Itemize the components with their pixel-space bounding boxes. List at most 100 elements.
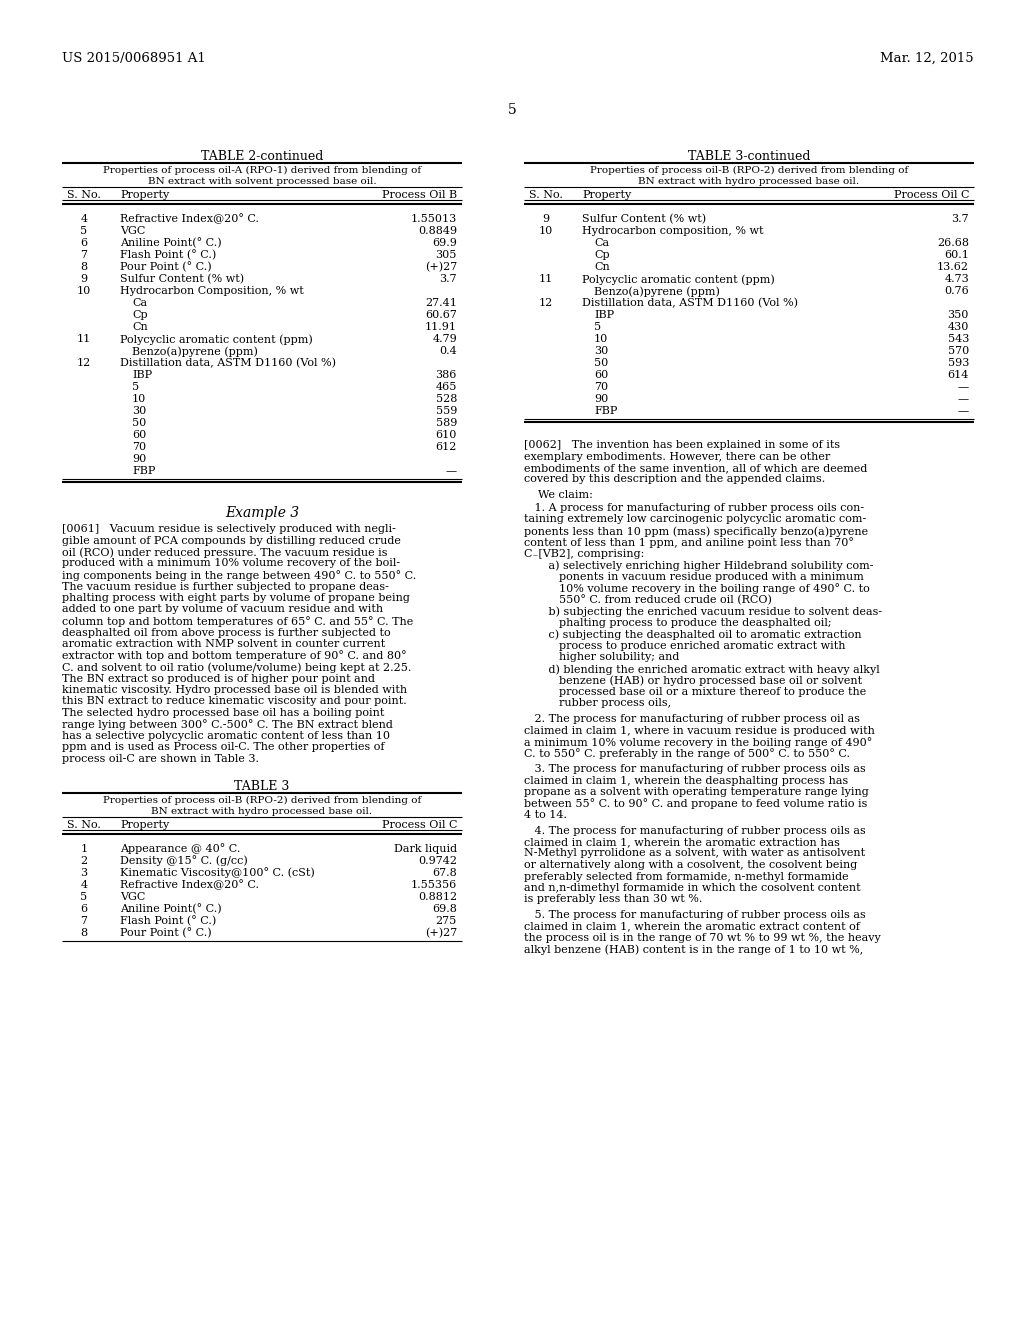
Text: 550° C. from reduced crude oil (RCO): 550° C. from reduced crude oil (RCO)	[538, 595, 772, 606]
Text: Ca: Ca	[132, 298, 147, 308]
Text: C₋[VB2], comprising:: C₋[VB2], comprising:	[524, 549, 644, 558]
Text: 10% volume recovery in the boiling range of 490° C. to: 10% volume recovery in the boiling range…	[538, 583, 869, 594]
Text: 50: 50	[132, 418, 146, 428]
Text: 1. A process for manufacturing of rubber process oils con-: 1. A process for manufacturing of rubber…	[524, 503, 864, 513]
Text: ing components being in the range between 490° C. to 550° C.: ing components being in the range betwee…	[62, 570, 416, 581]
Text: d) blending the enriched aromatic extract with heavy alkyl: d) blending the enriched aromatic extrac…	[538, 664, 880, 675]
Text: Mar. 12, 2015: Mar. 12, 2015	[881, 51, 974, 65]
Text: 3. The process for manufacturing of rubber process oils as: 3. The process for manufacturing of rubb…	[524, 764, 865, 774]
Text: 528: 528	[435, 393, 457, 404]
Text: produced with a minimum 10% volume recovery of the boil-: produced with a minimum 10% volume recov…	[62, 558, 400, 569]
Text: BN extract with hydro processed base oil.: BN extract with hydro processed base oil…	[638, 177, 859, 186]
Text: 69.9: 69.9	[432, 238, 457, 248]
Text: 90: 90	[132, 454, 146, 465]
Text: 13.62: 13.62	[937, 261, 969, 272]
Text: 543: 543	[947, 334, 969, 345]
Text: claimed in claim 1, wherein the aromatic extract content of: claimed in claim 1, wherein the aromatic…	[524, 921, 860, 932]
Text: between 55° C. to 90° C. and propane to feed volume ratio is: between 55° C. to 90° C. and propane to …	[524, 799, 867, 809]
Text: Flash Point (° C.): Flash Point (° C.)	[120, 916, 216, 927]
Text: claimed in claim 1, wherein the aromatic extraction has: claimed in claim 1, wherein the aromatic…	[524, 837, 840, 847]
Text: 3.7: 3.7	[439, 275, 457, 284]
Text: a) selectively enriching higher Hildebrand solubility com-: a) selectively enriching higher Hildebra…	[538, 561, 873, 572]
Text: ponents less than 10 ppm (mass) specifically benzo(a)pyrene: ponents less than 10 ppm (mass) specific…	[524, 525, 868, 536]
Text: Cp: Cp	[594, 249, 609, 260]
Text: Example 3: Example 3	[225, 506, 299, 520]
Text: gible amount of PCA compounds by distilling reduced crude: gible amount of PCA compounds by distill…	[62, 536, 400, 545]
Text: —: —	[445, 466, 457, 477]
Text: 5: 5	[81, 226, 88, 236]
Text: Refractive Index@20° C.: Refractive Index@20° C.	[120, 214, 259, 224]
Text: a minimum 10% volume recovery in the boiling range of 490°: a minimum 10% volume recovery in the boi…	[524, 737, 872, 748]
Text: 9: 9	[543, 214, 550, 224]
Text: 465: 465	[435, 381, 457, 392]
Text: taining extremely low carcinogenic polycyclic aromatic com-: taining extremely low carcinogenic polyc…	[524, 515, 866, 524]
Text: process to produce enriched aromatic extract with: process to produce enriched aromatic ext…	[538, 642, 846, 651]
Text: claimed in claim 1, where in vacuum residue is produced with: claimed in claim 1, where in vacuum resi…	[524, 726, 874, 735]
Text: BN extract with hydro processed base oil.: BN extract with hydro processed base oil…	[152, 807, 373, 816]
Text: 9: 9	[81, 275, 88, 284]
Text: Refractive Index@20° C.: Refractive Index@20° C.	[120, 879, 259, 890]
Text: Ca: Ca	[594, 238, 609, 248]
Text: content of less than 1 ppm, and aniline point less than 70°: content of less than 1 ppm, and aniline …	[524, 537, 854, 548]
Text: exemplary embodiments. However, there can be other: exemplary embodiments. However, there ca…	[524, 451, 830, 462]
Text: process oil-C are shown in Table 3.: process oil-C are shown in Table 3.	[62, 754, 259, 764]
Text: Sulfur Content (% wt): Sulfur Content (% wt)	[120, 275, 244, 284]
Text: 60: 60	[594, 370, 608, 380]
Text: 60: 60	[132, 430, 146, 440]
Text: The vacuum residue is further subjected to propane deas-: The vacuum residue is further subjected …	[62, 582, 389, 591]
Text: VGC: VGC	[120, 891, 145, 902]
Text: 570: 570	[948, 346, 969, 356]
Text: Density @15° C. (g/cc): Density @15° C. (g/cc)	[120, 855, 248, 866]
Text: Benzo(a)pyrene (ppm): Benzo(a)pyrene (ppm)	[132, 346, 258, 356]
Text: 5: 5	[132, 381, 139, 392]
Text: Polycyclic aromatic content (ppm): Polycyclic aromatic content (ppm)	[582, 275, 775, 285]
Text: 612: 612	[435, 442, 457, 451]
Text: Property: Property	[582, 190, 631, 201]
Text: IBP: IBP	[132, 370, 153, 380]
Text: and n,n-dimethyl formamide in which the cosolvent content: and n,n-dimethyl formamide in which the …	[524, 883, 860, 894]
Text: [0061]   Vacuum residue is selectively produced with negli-: [0061] Vacuum residue is selectively pro…	[62, 524, 396, 535]
Text: Process Oil B: Process Oil B	[382, 190, 457, 201]
Text: C. and solvent to oil ratio (volume/volume) being kept at 2.25.: C. and solvent to oil ratio (volume/volu…	[62, 663, 412, 673]
Text: 2. The process for manufacturing of rubber process oil as: 2. The process for manufacturing of rubb…	[524, 714, 860, 723]
Text: Distillation data, ASTM D1160 (Vol %): Distillation data, ASTM D1160 (Vol %)	[120, 358, 336, 368]
Text: 0.8849: 0.8849	[418, 226, 457, 236]
Text: N-Methyl pyrrolidone as a solvent, with water as antisolvent: N-Methyl pyrrolidone as a solvent, with …	[524, 849, 865, 858]
Text: 50: 50	[594, 358, 608, 368]
Text: 10: 10	[594, 334, 608, 345]
Text: 8: 8	[81, 928, 88, 937]
Text: higher solubility; and: higher solubility; and	[538, 652, 679, 663]
Text: S. No.: S. No.	[529, 190, 563, 201]
Text: 6: 6	[81, 238, 88, 248]
Text: extractor with top and bottom temperature of 90° C. and 80°: extractor with top and bottom temperatur…	[62, 651, 407, 661]
Text: 4 to 14.: 4 to 14.	[524, 810, 567, 820]
Text: VGC: VGC	[120, 226, 145, 236]
Text: S. No.: S. No.	[67, 190, 101, 201]
Text: 0.9742: 0.9742	[418, 855, 457, 866]
Text: —: —	[957, 393, 969, 404]
Text: 0.4: 0.4	[439, 346, 457, 356]
Text: 27.41: 27.41	[425, 298, 457, 308]
Text: 7: 7	[81, 916, 87, 925]
Text: 593: 593	[947, 358, 969, 368]
Text: Sulfur Content (% wt): Sulfur Content (% wt)	[582, 214, 707, 224]
Text: 10: 10	[132, 393, 146, 404]
Text: 589: 589	[435, 418, 457, 428]
Text: We claim:: We claim:	[538, 490, 593, 500]
Text: Pour Point (° C.): Pour Point (° C.)	[120, 928, 212, 939]
Text: The selected hydro processed base oil has a boiling point: The selected hydro processed base oil ha…	[62, 708, 384, 718]
Text: 12: 12	[539, 298, 553, 308]
Text: 0.8812: 0.8812	[418, 891, 457, 902]
Text: TABLE 3-continued: TABLE 3-continued	[688, 150, 810, 162]
Text: 1.55013: 1.55013	[411, 214, 457, 224]
Text: Distillation data, ASTM D1160 (Vol %): Distillation data, ASTM D1160 (Vol %)	[582, 298, 798, 309]
Text: embodiments of the same invention, all of which are deemed: embodiments of the same invention, all o…	[524, 463, 867, 473]
Text: The BN extract so produced is of higher pour point and: The BN extract so produced is of higher …	[62, 673, 375, 684]
Text: range lying between 300° C.-500° C. The BN extract blend: range lying between 300° C.-500° C. The …	[62, 719, 393, 730]
Text: 60.67: 60.67	[425, 310, 457, 319]
Text: 7: 7	[81, 249, 87, 260]
Text: Process Oil C: Process Oil C	[382, 820, 457, 829]
Text: TABLE 2-continued: TABLE 2-continued	[201, 150, 324, 162]
Text: 0.76: 0.76	[944, 286, 969, 296]
Text: Cn: Cn	[132, 322, 147, 333]
